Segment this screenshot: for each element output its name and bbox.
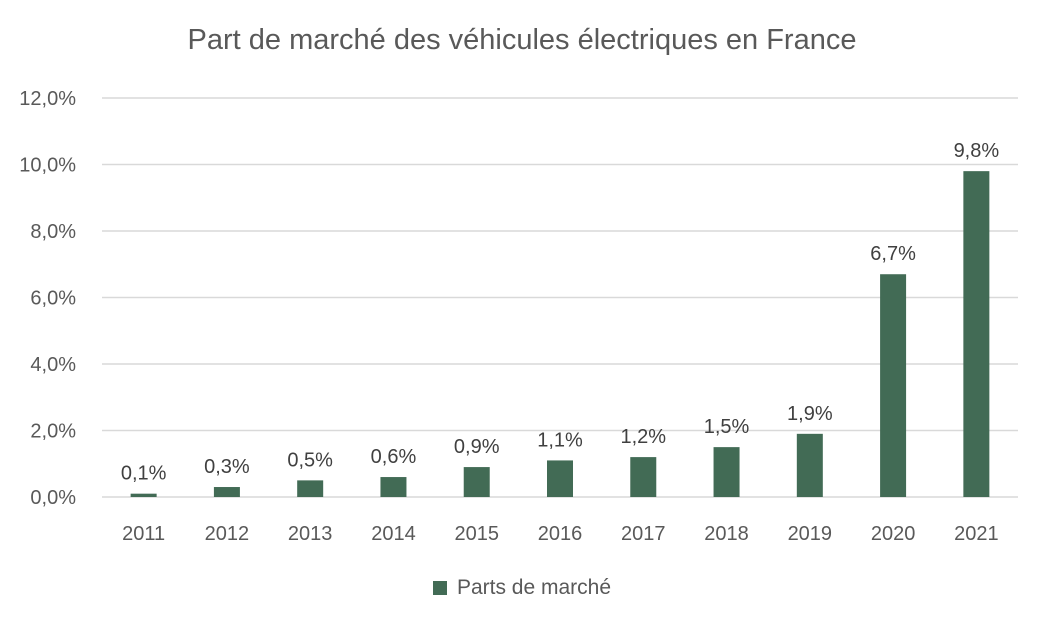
y-tick-label: 6,0% (30, 288, 76, 310)
x-tick-label: 2017 (621, 523, 666, 545)
y-tick-label: 12,0% (19, 88, 76, 110)
bar (880, 274, 907, 497)
y-tick-label: 0,0% (30, 487, 76, 509)
bar (380, 477, 407, 497)
bar (297, 480, 324, 497)
y-tick-label: 8,0% (30, 221, 76, 243)
data-label: 1,9% (787, 403, 833, 425)
data-label: 0,1% (121, 463, 167, 485)
bar (796, 433, 823, 497)
y-tick-label: 10,0% (19, 155, 76, 177)
legend-swatch (432, 581, 447, 595)
x-tick-label: 2016 (538, 523, 583, 545)
x-tick-label: 2011 (122, 523, 165, 545)
x-tick-label: 2020 (871, 523, 916, 545)
data-label: 6,7% (870, 243, 916, 265)
legend-label: Parts de marché (456, 576, 612, 599)
x-tick-label: 2021 (954, 523, 999, 545)
chart-legend: Parts de marché (0, 576, 1044, 600)
bar (963, 171, 990, 497)
x-tick-label: 2013 (288, 523, 333, 545)
data-label: 9,8% (954, 140, 1000, 162)
bar (213, 487, 240, 497)
data-label: 0,6% (371, 446, 417, 468)
data-label: 0,9% (454, 436, 500, 458)
bar (630, 457, 657, 497)
bar (713, 447, 740, 497)
chart-title: Part de marché des véhicules électriques… (187, 24, 857, 56)
bar (130, 493, 157, 497)
data-label: 0,5% (287, 449, 333, 471)
data-label: 1,1% (537, 429, 583, 451)
x-tick-label: 2014 (371, 523, 416, 545)
data-label: 1,2% (620, 426, 666, 448)
data-label: 1,5% (704, 416, 750, 438)
data-label: 0,3% (204, 456, 250, 478)
x-tick-label: 2019 (788, 523, 833, 545)
y-tick-label: 4,0% (30, 354, 76, 376)
bar (547, 460, 573, 497)
bar (463, 467, 490, 497)
x-tick-label: 2018 (704, 523, 749, 545)
x-tick-label: 2015 (454, 523, 499, 545)
y-tick-label: 2,0% (30, 421, 76, 443)
x-tick-label: 2012 (205, 523, 250, 545)
